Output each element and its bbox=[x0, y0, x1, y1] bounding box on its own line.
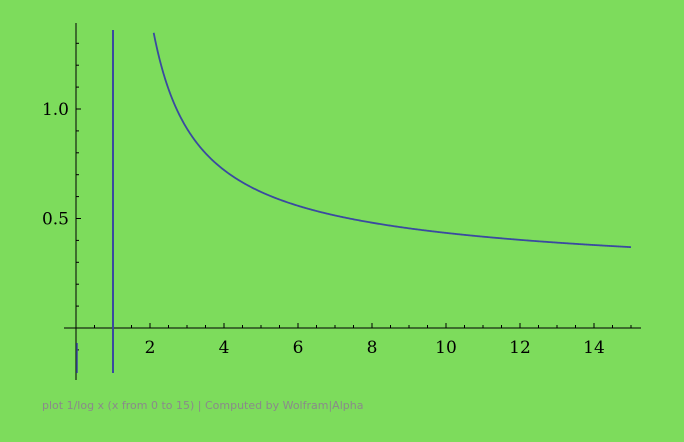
caption: plot 1/log x (x from 0 to 15) | Computed… bbox=[42, 399, 364, 412]
y-tick-label: 1.0 bbox=[42, 100, 69, 120]
x-tick-label: 2 bbox=[145, 338, 156, 358]
series-line-1 bbox=[152, 32, 632, 249]
x-tick-label: 4 bbox=[219, 338, 230, 358]
x-tick-label: 14 bbox=[583, 338, 605, 358]
y-tick-label: 0.5 bbox=[42, 210, 69, 230]
x-tick-label: 8 bbox=[367, 338, 378, 358]
x-tick-label: 6 bbox=[293, 338, 304, 358]
x-tick-label: 12 bbox=[509, 338, 531, 358]
x-tick-label: 10 bbox=[435, 338, 457, 358]
